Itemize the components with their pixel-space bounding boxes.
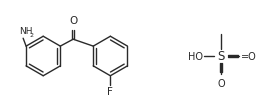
Text: F: F	[108, 86, 113, 96]
Text: O: O	[69, 16, 77, 26]
Text: 2: 2	[29, 32, 33, 37]
Text: S: S	[217, 50, 225, 63]
Text: HO: HO	[188, 52, 203, 61]
Text: O: O	[217, 78, 225, 88]
Text: NH: NH	[19, 27, 33, 36]
Text: =O: =O	[241, 52, 256, 61]
